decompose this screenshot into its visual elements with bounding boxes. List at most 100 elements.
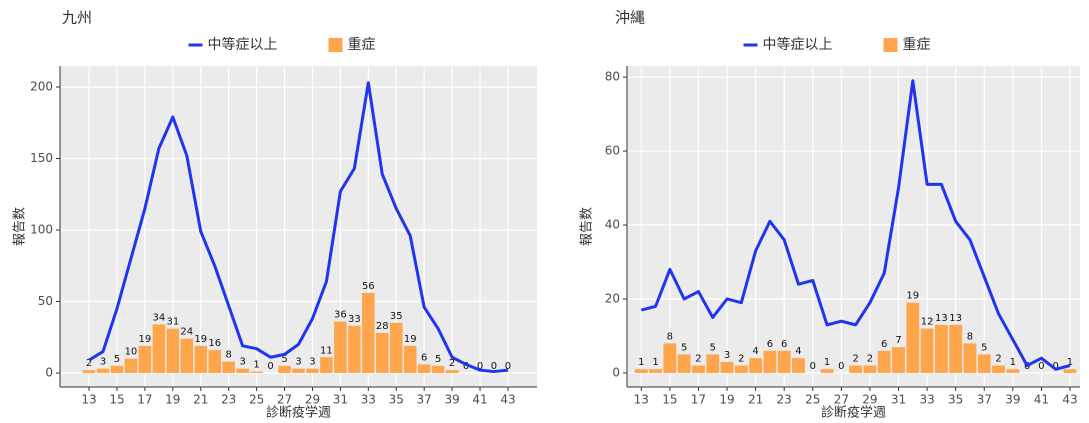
value-label: 0: [505, 361, 511, 372]
bar: [292, 368, 305, 373]
value-label: 0: [463, 361, 469, 372]
value-label: 0: [1053, 361, 1059, 372]
value-label: 6: [767, 339, 773, 350]
bar: [734, 365, 748, 373]
value-label: 12: [921, 317, 934, 328]
x-tick-label: 25: [249, 393, 264, 407]
value-label: 35: [390, 311, 403, 322]
y-tick-label: 100: [30, 223, 53, 237]
bar: [692, 365, 705, 373]
x-tick-label: 37: [977, 393, 992, 407]
chart-title: 九州: [62, 9, 92, 27]
bar: [649, 369, 663, 373]
bar: [110, 365, 124, 373]
legend-label: 重症: [903, 37, 931, 53]
plot-background: [60, 66, 537, 387]
value-label: 4: [752, 346, 758, 357]
bar: [763, 350, 777, 373]
value-label: 4: [795, 346, 801, 357]
bar: [152, 324, 166, 373]
value-label: 3: [309, 357, 315, 368]
y-tick-label: 20: [605, 291, 620, 305]
legend-key: [883, 38, 898, 52]
bar: [180, 338, 194, 373]
bar: [236, 368, 249, 373]
value-label: 2: [995, 354, 1001, 365]
x-tick-label: 41: [1034, 393, 1049, 407]
bar: [949, 324, 963, 373]
x-tick-label: 31: [891, 393, 906, 407]
x-tick-label: 31: [333, 393, 348, 407]
value-label: 5: [114, 354, 120, 365]
y-tick-label: 60: [605, 144, 620, 158]
bar: [362, 292, 375, 373]
bar: [431, 365, 445, 373]
value-label: 2: [867, 354, 873, 365]
x-tick-label: 17: [137, 393, 152, 407]
bar: [892, 347, 905, 373]
y-axis-title: 報告数: [580, 207, 595, 246]
bar: [934, 324, 948, 373]
value-label: 7: [895, 335, 901, 346]
bar: [124, 358, 138, 373]
bar: [1063, 369, 1077, 373]
value-label: 5: [981, 342, 987, 353]
x-axis-title: 診断疫学週: [821, 405, 886, 421]
bar: [792, 358, 805, 373]
x-tick-label: 19: [165, 393, 180, 407]
value-label: 2: [695, 354, 701, 365]
value-label: 1: [638, 357, 644, 368]
value-label: 0: [1038, 361, 1044, 372]
value-label: 0: [267, 361, 273, 372]
value-label: 3: [724, 350, 730, 361]
value-label: 6: [881, 339, 887, 350]
bar: [677, 354, 691, 373]
legend-label: 重症: [348, 37, 376, 53]
y-axis-title: 報告数: [13, 207, 28, 246]
x-tick-label: 43: [500, 393, 515, 407]
value-label: 1: [1067, 357, 1073, 368]
bar: [720, 361, 734, 373]
bar: [166, 328, 180, 373]
x-tick-label: 17: [691, 393, 706, 407]
x-tick-label: 13: [634, 393, 649, 407]
bar: [348, 325, 361, 373]
bar: [863, 365, 877, 373]
line: [640, 79, 1071, 371]
legend-label: 中等症以上: [208, 36, 278, 53]
bar: [877, 350, 891, 373]
bar: [977, 354, 991, 373]
value-label: 0: [810, 361, 816, 372]
bar: [82, 370, 96, 373]
x-tick-label: 37: [417, 393, 432, 407]
y-tick-label: 80: [605, 70, 620, 84]
value-label: 34: [152, 312, 165, 323]
value-label: 8: [667, 331, 673, 342]
y-tick-label: 50: [38, 294, 53, 308]
bar: [334, 321, 347, 373]
legend-label: 中等症以上: [763, 36, 833, 53]
value-label: 28: [376, 321, 389, 332]
bar: [320, 357, 333, 373]
value-label: 2: [449, 358, 455, 369]
x-tick-label: 23: [777, 393, 792, 407]
value-label: 24: [180, 327, 193, 338]
value-label: 1: [253, 360, 259, 371]
value-label: 1: [652, 357, 658, 368]
x-tick-label: 27: [277, 393, 292, 407]
value-label: 0: [838, 361, 844, 372]
plot-background: [627, 66, 1080, 387]
y-tick-label: 40: [605, 218, 620, 232]
value-label: 56: [362, 281, 375, 292]
value-label: 13: [949, 313, 962, 324]
bar: [777, 350, 791, 373]
x-tick-label: 33: [919, 393, 934, 407]
value-label: 6: [781, 339, 787, 350]
x-tick-label: 35: [948, 393, 963, 407]
legend-key: [328, 38, 343, 52]
bar: [96, 368, 110, 373]
value-label: 31: [166, 317, 179, 328]
bar: [820, 369, 834, 373]
value-label: 8: [967, 331, 973, 342]
value-label: 13: [935, 313, 948, 324]
